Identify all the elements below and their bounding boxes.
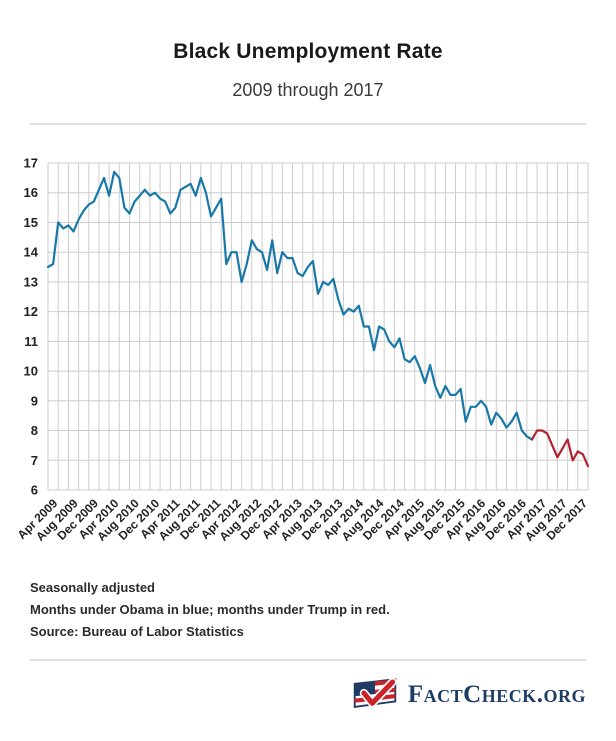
y-tick-label: 6 [31, 483, 38, 498]
factcheck-flag-icon [353, 677, 397, 708]
note-seasonally-adjusted: Seasonally adjusted [30, 580, 155, 595]
y-tick-label: 12 [24, 304, 38, 319]
y-tick-label: 16 [24, 185, 38, 200]
factcheck-logo[interactable]: FactCheck.org [0, 675, 586, 713]
note-source: Source: Bureau of Labor Statistics [30, 624, 244, 639]
chart-subtitle: 2009 through 2017 [232, 80, 384, 100]
chart-footnotes: Seasonally adjusted Months under Obama i… [30, 577, 586, 643]
y-tick-label: 15 [24, 215, 38, 230]
divider-top [30, 123, 586, 125]
divider-bottom [30, 659, 586, 661]
y-tick-label: 7 [31, 453, 38, 468]
obama-series-line [46, 170, 534, 441]
factcheck-logo-text: FactCheck.org [407, 680, 586, 708]
y-tick-label: 8 [31, 423, 38, 438]
y-tick-label: 10 [24, 364, 38, 379]
y-tick-label: 14 [24, 245, 39, 260]
y-tick-label: 11 [24, 334, 38, 349]
trump-series-line [530, 429, 590, 468]
note-color-legend: Months under Obama in blue; months under… [30, 602, 390, 617]
y-tick-label: 9 [31, 393, 38, 408]
y-tick-label: 13 [24, 274, 38, 289]
chart-title: Black Unemployment Rate [173, 40, 443, 63]
y-tick-label: 17 [24, 156, 38, 171]
